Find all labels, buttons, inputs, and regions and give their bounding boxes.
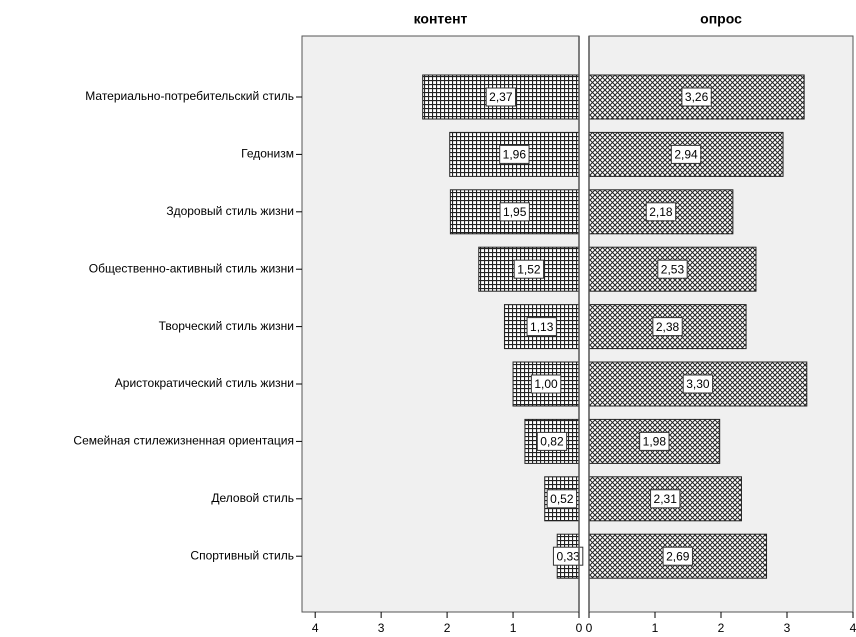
value-label-box — [526, 317, 557, 337]
value-label-box — [639, 431, 670, 451]
value-label-box — [652, 317, 683, 337]
value-label: 0,33 — [556, 549, 580, 563]
value-label: 1,52 — [517, 262, 541, 276]
category-label: Аристократический стиль жизни — [115, 376, 294, 390]
value-label-box — [546, 489, 578, 509]
category-label: Гедонизм — [241, 147, 294, 161]
value-label-box — [645, 202, 677, 222]
value-label: 1,13 — [530, 320, 554, 334]
category-label: Творческий стиль жизни — [159, 319, 294, 333]
category-label: Материально-потребительский стиль — [85, 89, 294, 103]
value-label-box — [681, 87, 712, 107]
x-tick-label: 4 — [850, 621, 856, 635]
value-label: 3,30 — [686, 377, 710, 391]
panel-title: опрос — [700, 11, 742, 27]
value-label: 2,31 — [654, 492, 678, 506]
category-label: Деловой стиль — [211, 491, 294, 505]
value-label: 2,94 — [674, 148, 698, 162]
value-label-box — [513, 259, 545, 279]
x-tick-label: 3 — [378, 621, 385, 635]
value-label-box — [485, 87, 517, 107]
value-label-box — [682, 374, 714, 394]
value-label-box — [670, 144, 702, 164]
value-label: 2,53 — [661, 262, 685, 276]
value-label: 0,82 — [540, 435, 564, 449]
value-label: 0,52 — [550, 492, 574, 506]
value-label-box — [552, 546, 584, 566]
category-label: Здоровый стиль жизни — [166, 204, 294, 218]
value-label: 1,96 — [503, 148, 527, 162]
value-label: 2,37 — [489, 90, 513, 104]
value-label-box — [650, 489, 681, 509]
x-tick-label: 1 — [652, 621, 659, 635]
value-label-box — [499, 202, 530, 222]
x-tick-label: 3 — [784, 621, 791, 635]
x-tick-label: 4 — [312, 621, 319, 635]
category-label: Спортивный стиль — [190, 548, 294, 562]
value-label-box — [536, 431, 568, 451]
category-label: Семейная стилежизненная ориентация — [73, 434, 294, 448]
x-tick-label: 0 — [576, 621, 583, 635]
x-tick-label: 0 — [586, 621, 593, 635]
value-label-box — [499, 144, 530, 164]
value-label: 1,95 — [503, 205, 527, 219]
value-label-box — [530, 374, 562, 394]
value-label: 1,00 — [534, 377, 558, 391]
x-tick-label: 2 — [444, 621, 451, 635]
value-label: 2,38 — [656, 320, 680, 334]
value-label: 3,26 — [685, 90, 709, 104]
category-label: Общественно-активный стиль жизни — [89, 261, 294, 275]
x-tick-label: 2 — [718, 621, 725, 635]
panel-title: контент — [414, 11, 468, 27]
value-label: 2,69 — [666, 549, 690, 563]
value-label-box — [662, 546, 693, 566]
value-label: 1,98 — [643, 435, 667, 449]
x-tick-label: 1 — [510, 621, 517, 635]
value-label-box — [657, 259, 688, 279]
value-label: 2,18 — [649, 205, 673, 219]
